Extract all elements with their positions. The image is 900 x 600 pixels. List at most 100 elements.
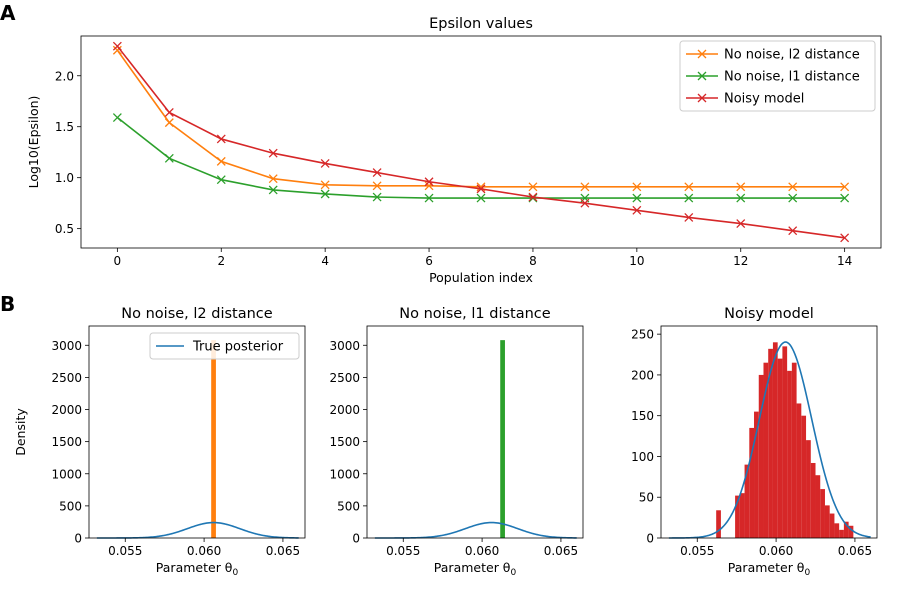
series-1-point: [684, 193, 694, 203]
epsilon-ytick-label: 1.0: [55, 171, 74, 185]
l1-ytick-label: 2000: [329, 403, 360, 417]
series-1-point: [840, 193, 850, 203]
noisy-hist-bar: [763, 362, 769, 538]
noisy-ytick-label: 150: [631, 409, 654, 423]
l2-ytick-label: 0: [74, 532, 82, 546]
series-2-point: [372, 168, 382, 178]
legend-marker-0: [697, 49, 707, 59]
series-2-point: [112, 41, 122, 51]
noisy-hist-bar: [824, 505, 830, 538]
series-1-point: [112, 113, 122, 122]
series-1-point: [164, 153, 174, 163]
l1-ytick-label: 1000: [329, 467, 360, 481]
l1-xlabel: Parameter θ0: [434, 560, 517, 578]
noisy-hist-bar: [735, 495, 740, 538]
l1-plot-background: [367, 326, 583, 538]
epsilon-xtick-label: 12: [733, 254, 748, 268]
series-2-point: [788, 226, 798, 236]
l1-histogram-chart: 0.055 0.060 0.065 0 500 1000 1500 2000 2500 3000 N…: [329, 306, 584, 578]
series-2-point: [736, 219, 746, 228]
series-0-point: [216, 156, 226, 166]
noisy-ytick-label: 50: [639, 491, 654, 505]
epsilon-xtick-label: 0: [114, 254, 122, 268]
noisy-hist-bar: [739, 493, 745, 538]
series-0-point: [372, 181, 382, 191]
series-1-point: [476, 193, 486, 203]
series-2-point: [632, 205, 642, 215]
noisy-ytick-label: 100: [631, 450, 654, 464]
series-0-point: [580, 182, 590, 192]
l2-ytick-label: 500: [59, 499, 82, 513]
series-2-point: [268, 148, 278, 158]
series-1-point: [320, 189, 330, 199]
l1-ytick-label: 1500: [329, 435, 360, 449]
series-0-point: [788, 182, 798, 192]
noisy-hist-bar: [806, 440, 811, 538]
series-0-point: [632, 182, 642, 192]
l1-title: No noise, l1 distance: [399, 306, 550, 322]
epsilon-xlabel: Population index: [429, 270, 533, 285]
l1-frame: [366, 325, 584, 539]
l2-ytick-label: 1500: [51, 435, 82, 449]
series-1-point: [216, 175, 226, 185]
noisy-ytick-label: 200: [631, 368, 654, 382]
noisy-hist-bar: [810, 462, 816, 538]
series-2-point: [476, 184, 486, 194]
noisy-hist-bar: [820, 489, 825, 538]
l2-legend-label: True posterior: [192, 340, 284, 355]
series-1-point: [528, 193, 538, 203]
epsilon-xtick-label: 6: [425, 254, 433, 268]
epsilon-xtick-label: 10: [629, 254, 644, 268]
l1-xtick-label: 0.055: [386, 544, 420, 558]
series-0-point: [268, 174, 278, 184]
noisy-hist-bar: [791, 362, 797, 538]
epsilon-frame: [80, 35, 882, 249]
noisy-hist-bar: [839, 529, 844, 538]
noisy-posterior-curve: [668, 341, 871, 539]
series-2-point: [216, 134, 226, 144]
epsilon-xtick-label: 4: [321, 254, 329, 268]
noisy-hist-bar: [787, 370, 792, 538]
noisy-hist-bar: [801, 415, 807, 538]
series-2-point: [424, 177, 434, 187]
l1-ytick-label: 3000: [329, 339, 360, 353]
noisy-hist-bar: [749, 427, 755, 538]
series-2-point: [164, 107, 174, 117]
l2-xtick-label: 0.065: [266, 544, 300, 558]
epsilon-title: Epsilon values: [429, 16, 533, 32]
series-0-point: [424, 181, 434, 191]
l2-xlabel: Parameter θ0: [156, 560, 239, 578]
l2-xtick-label: 0.055: [108, 544, 142, 558]
l2-xtick-label: 0.060: [187, 544, 221, 558]
noisy-hist-bar: [782, 346, 788, 538]
l2-ytick-label: 1000: [51, 467, 82, 481]
l2-plot-background: [89, 326, 305, 538]
series-0-point: [112, 45, 122, 55]
l2-legend-box: [149, 332, 300, 360]
noisy-hist-bar: [716, 510, 721, 538]
series-1-point: [424, 193, 434, 203]
series-0-point: [840, 182, 850, 192]
noisy-histogram-chart: 0.055 0.060 0.065 0 50 100 150 200 250 Noisy mode…: [631, 306, 878, 578]
l1-ytick-label: 0: [352, 532, 360, 546]
epsilon-legend-box: [679, 40, 876, 112]
series-2-point: [528, 192, 538, 202]
l1-ytick-label: 500: [337, 499, 360, 513]
series-0-point: [736, 182, 746, 192]
l2-hist-bar: [211, 340, 216, 538]
legend-marker-1: [697, 71, 707, 81]
series-0-point: [528, 182, 538, 192]
noisy-hist-bar: [768, 348, 773, 538]
noisy-xlabel: Parameter θ0: [728, 560, 811, 578]
noisy-xtick-label: 0.060: [759, 544, 793, 558]
series-0-point: [684, 182, 694, 192]
noisy-hist-bar: [843, 521, 849, 538]
l1-xtick-label: 0.060: [465, 544, 499, 558]
legend-marker-2: [697, 93, 707, 103]
noisy-hist-bar: [754, 411, 759, 538]
epsilon-xtick-label: 14: [837, 254, 852, 268]
noisy-xtick-label: 0.065: [838, 544, 872, 558]
series-0-point: [164, 118, 174, 128]
series-2-point: [840, 233, 850, 243]
noisy-hist-bar: [834, 523, 840, 538]
